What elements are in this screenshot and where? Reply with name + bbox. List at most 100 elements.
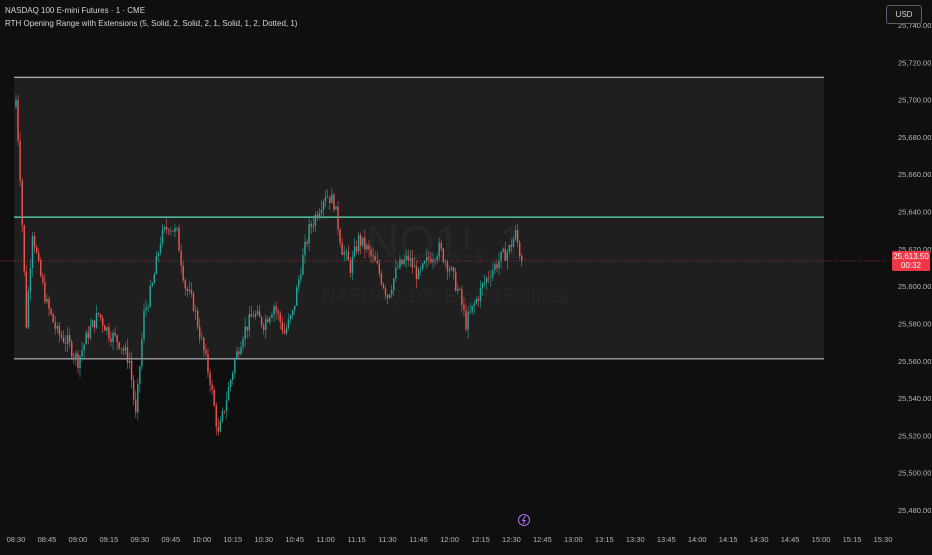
candle-body: [353, 246, 356, 257]
candle-body: [145, 307, 147, 311]
candle-body: [298, 279, 300, 288]
candle-body: [331, 194, 333, 204]
time-tick-label: 09:15: [100, 535, 119, 544]
candle-body: [345, 251, 348, 253]
candle-body: [17, 99, 19, 141]
candle-body: [467, 312, 469, 330]
indicator-title[interactable]: RTH Opening Range with Extensions (5, So…: [5, 19, 298, 28]
candle-body: [366, 244, 368, 250]
candle-body: [487, 277, 490, 279]
time-tick-label: 09:30: [130, 535, 149, 544]
price-axis[interactable]: 25,740.00 25,720.00 25,700.00 25,680.00 25,6…: [888, 0, 932, 550]
candle-body: [37, 252, 40, 261]
symbol-watermark: NQ1!, 1 NASDAQ 100 E-mini Futures: [322, 216, 568, 307]
candle-body: [203, 337, 205, 351]
candle-body: [368, 244, 370, 250]
price-tick-label: 25,700.00: [898, 96, 931, 105]
candle-body: [143, 310, 145, 339]
candle-body: [424, 261, 426, 264]
time-tick-label: 12:30: [502, 535, 521, 544]
candle-body: [521, 255, 523, 261]
price-tick-label: 25,680.00: [898, 133, 931, 142]
time-tick-label: 15:15: [843, 535, 862, 544]
candle-body: [250, 314, 253, 317]
dividend-icon[interactable]: [518, 514, 530, 526]
candle-body: [188, 289, 191, 291]
candle-body: [215, 405, 217, 427]
candle-body: [48, 299, 50, 309]
symbol-title[interactable]: NASDAQ 100 E-mini Futures · 1 · CME: [5, 6, 146, 15]
candles: [15, 94, 523, 436]
candle-body: [64, 342, 67, 344]
candle-body: [283, 330, 286, 334]
candle-body: [155, 255, 158, 275]
candle-body: [302, 255, 304, 275]
time-axis[interactable]: 08:30 08:45 09:00 09:15 09:30 09:45 10:00 10:15…: [7, 535, 893, 544]
candle-body: [194, 310, 197, 312]
candle-body: [349, 260, 352, 274]
time-tick-label: 10:00: [192, 535, 211, 544]
candle-body: [512, 239, 515, 248]
candle-body: [386, 294, 389, 298]
candle-body: [448, 269, 451, 272]
price-tick-label: 25,580.00: [898, 319, 931, 328]
candle-body: [419, 268, 422, 270]
candle-body: [281, 322, 284, 331]
candle-body: [440, 242, 442, 249]
candle-body: [254, 314, 257, 317]
candle-body: [52, 313, 54, 323]
candle-body: [310, 224, 312, 227]
currency-button[interactable]: USD: [886, 5, 922, 24]
candle-body: [510, 245, 513, 248]
candle-body: [355, 246, 358, 252]
candle-body: [93, 320, 96, 328]
candle-body: [500, 251, 502, 262]
candle-body: [339, 229, 341, 243]
price-tick-label: 25,640.00: [898, 208, 931, 217]
candle-body: [335, 206, 337, 210]
candle-body: [267, 319, 269, 323]
candle-body: [444, 261, 447, 263]
candle-body: [492, 270, 494, 278]
candle-body: [190, 289, 193, 294]
candle-body: [114, 332, 116, 336]
candle-body: [516, 229, 519, 243]
candle-body: [446, 261, 449, 272]
candle-body: [390, 290, 393, 295]
time-tick-label: 11:15: [347, 535, 365, 544]
candle-body: [184, 280, 186, 289]
candle-body: [176, 227, 178, 229]
candle-body: [124, 347, 127, 351]
price-tick-label: 25,520.00: [898, 431, 931, 440]
candle-body: [376, 260, 378, 264]
candle-body: [81, 350, 83, 357]
candle-body: [217, 426, 220, 432]
price-axis-bg: [888, 0, 932, 550]
candle-body: [312, 225, 314, 227]
chart-legend: NASDAQ 100 E-mini Futures · 1 · CME RTH …: [5, 4, 297, 30]
candle-body: [457, 288, 459, 291]
candle-body: [430, 258, 432, 263]
candle-body: [192, 293, 195, 311]
time-tick-label: 10:15: [223, 535, 242, 544]
candle-body: [246, 326, 248, 331]
candle-body: [483, 282, 486, 284]
candle-body: [277, 310, 279, 314]
candle-body: [130, 360, 133, 381]
time-tick-label: 13:00: [564, 535, 583, 544]
candle-body: [40, 260, 42, 277]
candle-body: [73, 356, 75, 358]
candle-body: [318, 212, 321, 218]
candle-body: [240, 347, 242, 355]
candle-body: [415, 266, 418, 280]
candle-body: [351, 256, 354, 274]
candle-body: [490, 277, 492, 279]
candle-body: [256, 311, 259, 315]
candle-body: [79, 356, 81, 369]
candle-body: [506, 251, 509, 261]
candle-body: [238, 351, 240, 355]
time-tick-label: 10:45: [285, 535, 304, 544]
candle-body: [77, 353, 79, 369]
